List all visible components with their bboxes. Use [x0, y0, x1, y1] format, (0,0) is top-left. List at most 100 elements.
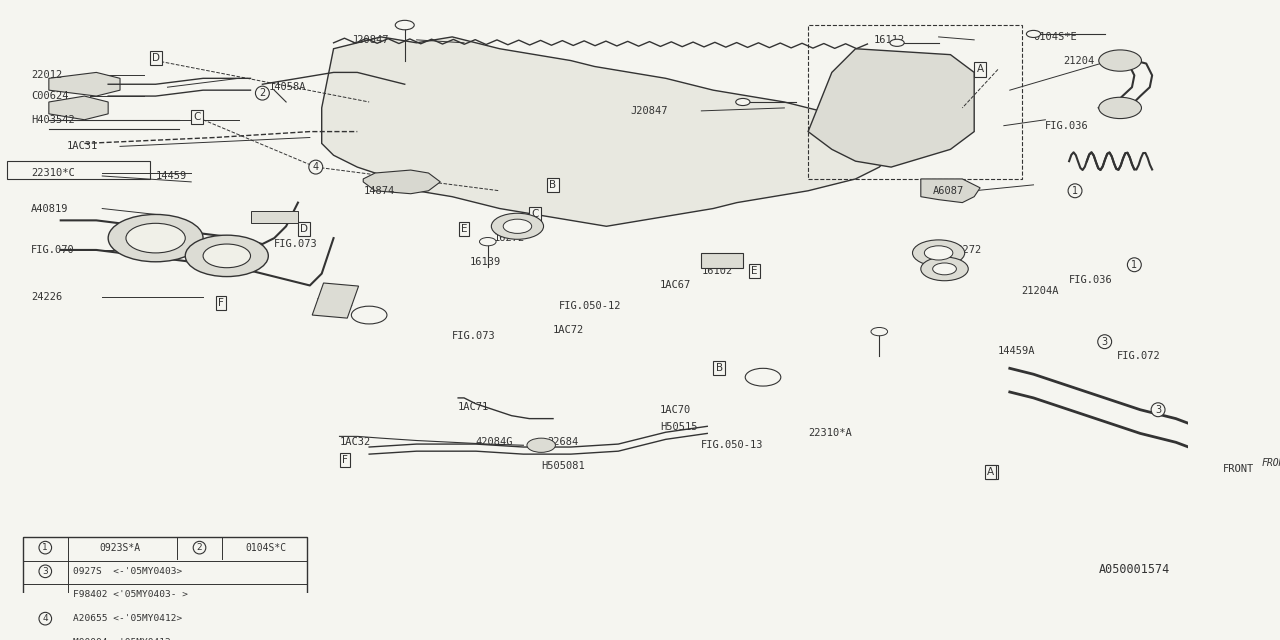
Text: 16102: 16102: [701, 266, 732, 276]
Bar: [701, 253, 742, 268]
Bar: [808, 25, 1021, 179]
Text: 2: 2: [260, 88, 265, 98]
Text: C: C: [193, 112, 201, 122]
Text: 1AC31: 1AC31: [67, 141, 97, 152]
Text: 0104S*E: 0104S*E: [1033, 32, 1078, 42]
Bar: [312, 283, 358, 318]
Text: M00004 <'05MY0412- >: M00004 <'05MY0412- >: [73, 638, 188, 640]
Circle shape: [186, 235, 269, 276]
Text: F: F: [343, 455, 348, 465]
Ellipse shape: [1203, 430, 1267, 472]
Text: 22012: 22012: [31, 70, 63, 81]
Text: 16272: 16272: [494, 233, 525, 243]
Bar: [23, 537, 307, 640]
Circle shape: [503, 219, 531, 234]
Text: 42084G: 42084G: [476, 437, 513, 447]
Text: 1: 1: [42, 543, 49, 552]
Text: H50515: H50515: [659, 422, 698, 433]
Text: A6087: A6087: [933, 186, 964, 196]
Text: FIG.072: FIG.072: [1116, 351, 1160, 362]
Circle shape: [870, 328, 887, 336]
Circle shape: [736, 99, 750, 106]
Text: D: D: [300, 224, 308, 234]
Polygon shape: [49, 96, 108, 120]
Text: 16102A: 16102A: [316, 298, 353, 308]
Text: FRONT: FRONT: [1261, 458, 1280, 468]
Circle shape: [1027, 30, 1041, 38]
Text: F98402 <'05MY0403- >: F98402 <'05MY0403- >: [73, 591, 188, 600]
Text: H505081: H505081: [541, 461, 585, 471]
Text: 1: 1: [1071, 186, 1078, 196]
Circle shape: [1098, 50, 1142, 71]
Text: 4: 4: [312, 162, 319, 172]
Text: A: A: [977, 65, 984, 74]
Text: 22310*C: 22310*C: [31, 168, 74, 178]
Text: FIG.036: FIG.036: [1069, 275, 1112, 285]
Text: A: A: [987, 467, 995, 477]
Polygon shape: [49, 72, 120, 96]
Text: D: D: [151, 52, 160, 63]
Text: 3: 3: [1102, 337, 1107, 347]
Text: 22684: 22684: [547, 437, 579, 447]
Text: 2: 2: [760, 372, 765, 381]
Text: FIG.073: FIG.073: [274, 239, 317, 249]
Text: 16272: 16272: [951, 245, 982, 255]
Circle shape: [480, 237, 497, 246]
Text: 21204A: 21204A: [1021, 286, 1059, 296]
Text: A20655 <-'05MY0412>: A20655 <-'05MY0412>: [73, 614, 182, 623]
Circle shape: [352, 306, 387, 324]
Text: 2: 2: [763, 372, 769, 382]
Text: 14459: 14459: [156, 171, 187, 181]
Text: FIG.050-13: FIG.050-13: [701, 440, 764, 451]
Text: 1: 1: [1132, 260, 1138, 269]
Text: E: E: [461, 224, 467, 234]
Text: A050001574: A050001574: [1098, 563, 1170, 576]
Text: J20847: J20847: [352, 35, 389, 45]
Text: 22310*A: 22310*A: [808, 428, 852, 438]
Text: C00624: C00624: [31, 91, 69, 101]
Text: C: C: [531, 209, 539, 220]
Circle shape: [396, 20, 415, 30]
Circle shape: [745, 368, 781, 386]
Text: FIG.050-12: FIG.050-12: [559, 301, 622, 311]
Text: B: B: [716, 364, 723, 373]
Polygon shape: [808, 49, 974, 167]
Polygon shape: [321, 37, 891, 227]
Circle shape: [108, 214, 204, 262]
Circle shape: [924, 246, 952, 260]
Text: 0927S  <-'05MY0403>: 0927S <-'05MY0403>: [73, 567, 182, 576]
Text: F: F: [218, 298, 224, 308]
Polygon shape: [920, 179, 980, 203]
Text: FIG.073: FIG.073: [452, 331, 495, 340]
Text: A: A: [988, 467, 996, 477]
Text: 0923S*A: 0923S*A: [100, 543, 141, 552]
Text: 1AC32: 1AC32: [339, 437, 371, 447]
Circle shape: [125, 223, 186, 253]
Circle shape: [933, 263, 956, 275]
Text: E: E: [751, 266, 758, 276]
Text: 16112: 16112: [873, 35, 905, 45]
Text: 1AC72: 1AC72: [553, 325, 584, 335]
Text: 3: 3: [42, 567, 49, 576]
Bar: [251, 211, 298, 223]
Text: A40819: A40819: [31, 204, 69, 214]
Text: 1AC70: 1AC70: [659, 404, 691, 415]
Circle shape: [204, 244, 251, 268]
Text: J20847: J20847: [630, 106, 668, 116]
Circle shape: [492, 213, 544, 239]
Text: 11086: 11086: [927, 269, 957, 278]
Text: 14874: 14874: [364, 186, 394, 196]
Text: FIG.070: FIG.070: [31, 245, 74, 255]
Text: FRONT: FRONT: [1224, 464, 1254, 474]
Text: 2: 2: [197, 543, 202, 552]
Text: FIG.036: FIG.036: [1046, 121, 1089, 131]
Text: 1AC71: 1AC71: [458, 402, 489, 412]
Text: B: B: [549, 180, 557, 190]
Text: 0104S*C: 0104S*C: [246, 543, 287, 552]
Text: 3: 3: [1155, 404, 1161, 415]
Circle shape: [1098, 97, 1142, 118]
Text: 4: 4: [42, 614, 49, 623]
Text: F95707: F95707: [256, 212, 294, 223]
Text: 1AC67: 1AC67: [659, 280, 691, 291]
Polygon shape: [364, 170, 440, 194]
